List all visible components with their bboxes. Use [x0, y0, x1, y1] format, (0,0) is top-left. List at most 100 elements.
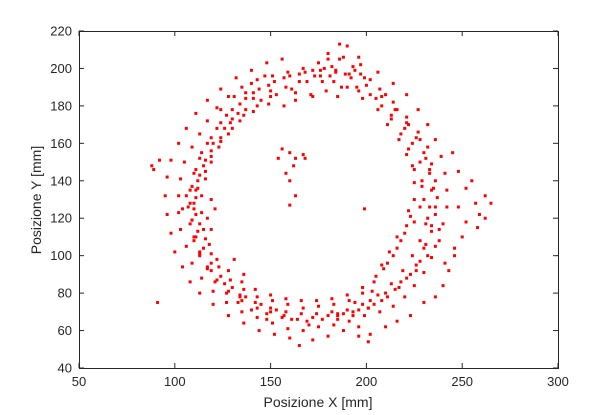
data-point: [200, 151, 204, 155]
data-point: [184, 244, 188, 248]
data-point: [357, 334, 361, 338]
data-point: [269, 89, 273, 93]
data-point: [198, 173, 202, 177]
data-point: [437, 227, 441, 231]
data-point: [439, 154, 443, 158]
data-point: [223, 282, 227, 286]
data-point: [359, 72, 363, 76]
data-point: [361, 96, 365, 100]
data-point: [194, 235, 198, 239]
data-point: [424, 156, 428, 160]
data-point: [196, 186, 200, 190]
data-point: [301, 329, 305, 333]
data-point: [395, 319, 399, 323]
data-point: [385, 295, 389, 299]
data-point: [209, 252, 213, 256]
data-point: [188, 201, 192, 205]
data-point: [299, 299, 303, 303]
y-tick-label: 200: [50, 61, 72, 76]
data-point: [265, 317, 269, 321]
data-point: [401, 269, 405, 273]
data-point: [393, 287, 397, 291]
data-point: [194, 168, 198, 172]
data-point: [150, 164, 154, 168]
data-point: [464, 220, 468, 224]
data-point: [414, 136, 418, 140]
data-point: [476, 226, 480, 230]
data-point: [477, 212, 481, 216]
plot-frame: [79, 31, 559, 369]
data-point: [280, 57, 284, 61]
data-point: [453, 246, 457, 250]
data-point: [152, 168, 156, 172]
data-point: [362, 207, 366, 211]
data-point: [330, 65, 334, 69]
data-point: [347, 319, 351, 323]
data-point: [418, 259, 422, 263]
data-point: [351, 314, 355, 318]
data-point: [251, 110, 255, 114]
data-point: [387, 250, 391, 254]
data-point: [226, 132, 230, 136]
data-point: [232, 257, 236, 261]
data-point: [343, 72, 347, 76]
data-point: [428, 205, 432, 209]
data-point: [428, 168, 432, 172]
data-point: [426, 216, 430, 220]
data-point: [217, 145, 221, 149]
data-point: [290, 317, 294, 321]
data-point: [416, 108, 420, 112]
data-point: [223, 126, 227, 130]
data-point: [437, 239, 441, 243]
y-tick-label: 140: [50, 173, 72, 188]
data-point: [299, 312, 303, 316]
data-point: [259, 98, 263, 102]
data-point: [315, 299, 319, 303]
data-point: [280, 315, 284, 319]
x-tick-label: 300: [547, 374, 569, 389]
data-point: [405, 224, 409, 228]
data-point: [286, 327, 290, 331]
data-point: [435, 196, 439, 200]
data-point: [198, 222, 202, 226]
data-point: [194, 111, 198, 115]
data-point: [297, 344, 301, 348]
data-point: [349, 76, 353, 80]
data-point: [192, 239, 196, 243]
data-point: [361, 291, 365, 295]
data-point: [211, 289, 215, 293]
data-point: [341, 55, 345, 59]
data-point: [251, 96, 255, 100]
data-point: [244, 108, 248, 112]
data-point: [403, 231, 407, 235]
data-point: [177, 141, 181, 145]
data-point: [228, 278, 232, 282]
data-point: [483, 216, 487, 220]
data-point: [399, 132, 403, 136]
data-point: [242, 287, 246, 291]
data-point: [430, 188, 434, 192]
data-point: [288, 74, 292, 78]
data-point: [407, 147, 411, 151]
data-point: [389, 282, 393, 286]
data-point: [397, 285, 401, 289]
data-point: [255, 315, 259, 319]
data-point: [301, 66, 305, 70]
data-point: [236, 111, 240, 115]
data-point: [305, 319, 309, 323]
data-point: [297, 72, 301, 76]
data-point: [213, 280, 217, 284]
data-point: [384, 291, 388, 295]
data-point: [173, 250, 177, 254]
data-point: [313, 74, 317, 78]
data-point: [376, 70, 380, 74]
data-point: [307, 323, 311, 327]
data-point: [357, 325, 361, 329]
data-point: [422, 246, 426, 250]
data-point: [226, 289, 230, 293]
data-point: [219, 136, 223, 140]
data-point: [282, 76, 286, 80]
x-tick-label: 100: [164, 374, 186, 389]
data-point: [284, 297, 288, 301]
data-point: [294, 194, 298, 198]
